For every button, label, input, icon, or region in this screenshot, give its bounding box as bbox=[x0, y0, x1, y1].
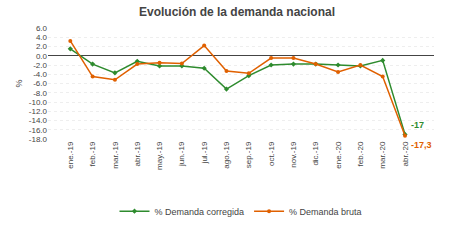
svg-text:-4.0: -4.0 bbox=[33, 70, 47, 79]
svg-text:-14.0: -14.0 bbox=[29, 116, 48, 125]
svg-text:-6.0: -6.0 bbox=[33, 79, 47, 88]
svg-text:%: % bbox=[14, 79, 24, 87]
svg-text:mar.-19: mar.-19 bbox=[111, 141, 120, 169]
svg-text:-16.0: -16.0 bbox=[29, 126, 48, 135]
svg-text:2.0: 2.0 bbox=[36, 42, 48, 51]
svg-text:-12.0: -12.0 bbox=[29, 107, 48, 116]
svg-text:% Demanda corregida: % Demanda corregida bbox=[155, 207, 245, 217]
svg-text:Evolución de la demanda nacion: Evolución de la demanda nacional bbox=[139, 5, 335, 19]
svg-text:-17,3: -17,3 bbox=[411, 140, 432, 150]
svg-text:jun.-19: jun.-19 bbox=[177, 141, 186, 167]
svg-text:may.-19: may.-19 bbox=[155, 141, 164, 170]
svg-text:6.0: 6.0 bbox=[36, 24, 48, 33]
svg-text:ene.-19: ene.-19 bbox=[66, 141, 75, 169]
svg-text:feb.-19: feb.-19 bbox=[88, 141, 97, 166]
svg-text:-18.0: -18.0 bbox=[29, 135, 48, 144]
svg-text:4.0: 4.0 bbox=[36, 33, 48, 42]
svg-text:mar.-20: mar.-20 bbox=[378, 141, 387, 169]
svg-text:-10.0: -10.0 bbox=[29, 98, 48, 107]
svg-text:feb.-20: feb.-20 bbox=[356, 141, 365, 166]
svg-text:-17: -17 bbox=[411, 120, 424, 130]
svg-text:oct.-19: oct.-19 bbox=[267, 141, 276, 166]
svg-text:ago.-19: ago.-19 bbox=[222, 141, 231, 169]
svg-text:ene.-20: ene.-20 bbox=[334, 141, 343, 169]
svg-text:% Demanda bruta: % Demanda bruta bbox=[289, 207, 362, 217]
svg-text:0.0: 0.0 bbox=[36, 52, 48, 61]
svg-text:sep.-19: sep.-19 bbox=[244, 141, 253, 168]
svg-text:dic.-19: dic.-19 bbox=[311, 141, 320, 166]
svg-text:jul.-19: jul.-19 bbox=[200, 141, 209, 164]
svg-text:-2.0: -2.0 bbox=[33, 61, 47, 70]
svg-text:abr.-20: abr.-20 bbox=[401, 141, 410, 166]
svg-text:abr.-19: abr.-19 bbox=[133, 141, 142, 166]
svg-text:-8.0: -8.0 bbox=[33, 89, 47, 98]
svg-text:nov.-19: nov.-19 bbox=[289, 141, 298, 168]
